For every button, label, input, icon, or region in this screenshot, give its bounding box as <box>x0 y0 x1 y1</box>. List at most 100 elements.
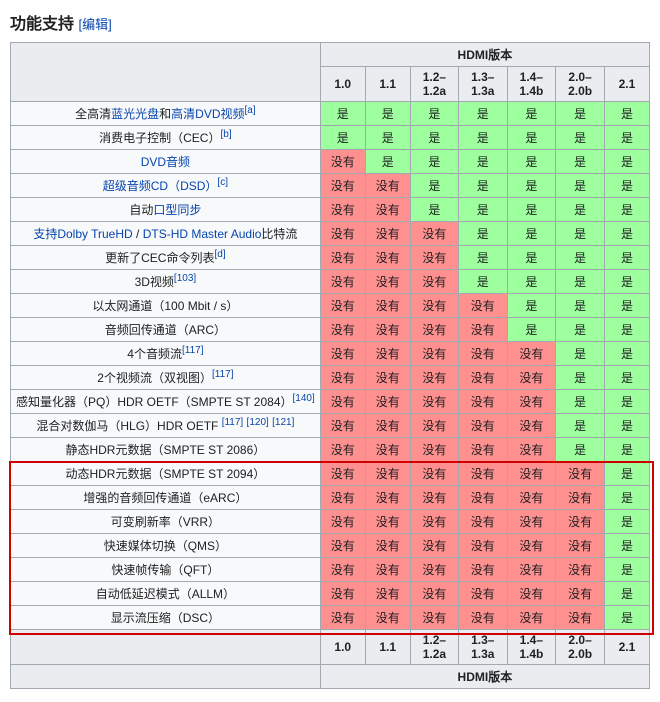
no-cell: 没有 <box>365 558 410 582</box>
feature-support-table: HDMI版本 1.01.11.2–1.2a1.3–1.3a1.4–1.4b2.0… <box>10 42 650 689</box>
feature-label-cell: 自动口型同步 <box>11 198 321 222</box>
yes-cell: 是 <box>604 294 649 318</box>
no-cell: 没有 <box>459 414 507 438</box>
table-row: 混合对数伽马（HLG）HDR OETF [117] [120] [121] 没有… <box>11 414 650 438</box>
no-cell: 没有 <box>507 486 556 510</box>
feature-label-cell: 支持Dolby TrueHD / DTS-HD Master Audio比特流 <box>11 222 321 246</box>
no-cell: 没有 <box>320 174 365 198</box>
yes-cell: 是 <box>459 246 507 270</box>
no-cell: 没有 <box>365 486 410 510</box>
edit-link-text[interactable]: [编辑] <box>78 17 111 32</box>
feature-link[interactable]: DTS-HD Master Audio <box>143 227 262 241</box>
no-cell: 没有 <box>365 222 410 246</box>
no-cell: 没有 <box>410 222 458 246</box>
table-row: 2个视频流（双视图）[117] 没有没有没有没有没有是是 <box>11 366 650 390</box>
no-cell: 没有 <box>459 462 507 486</box>
no-cell: 没有 <box>365 582 410 606</box>
no-cell: 没有 <box>320 510 365 534</box>
table-row: 自动口型同步没有没有是是是是是 <box>11 198 650 222</box>
yes-cell: 是 <box>556 126 605 150</box>
yes-cell: 是 <box>604 102 649 126</box>
feature-label-cell: 动态HDR元数据（SMPTE ST 2094） <box>11 462 321 486</box>
version-header: 1.1 <box>365 67 410 102</box>
no-cell: 没有 <box>320 222 365 246</box>
no-cell: 没有 <box>459 342 507 366</box>
yes-cell: 是 <box>410 174 458 198</box>
yes-cell: 是 <box>507 174 556 198</box>
section-heading: 功能支持 [编辑] <box>10 10 650 34</box>
reference-link[interactable]: [120] <box>247 417 269 428</box>
reference-link[interactable]: [121] <box>272 417 294 428</box>
no-cell: 没有 <box>410 510 458 534</box>
yes-cell: 是 <box>556 438 605 462</box>
no-cell: 没有 <box>320 366 365 390</box>
reference-link[interactable]: [140] <box>293 393 315 404</box>
feature-link[interactable]: 支持Dolby TrueHD <box>33 227 132 241</box>
no-cell: 没有 <box>410 342 458 366</box>
no-cell: 没有 <box>365 462 410 486</box>
yes-cell: 是 <box>507 198 556 222</box>
no-cell: 没有 <box>459 582 507 606</box>
feature-label-cell: 全高清蓝光光盘和高清DVD视频[a] <box>11 102 321 126</box>
no-cell: 没有 <box>459 366 507 390</box>
reference-link[interactable]: [a] <box>245 105 256 116</box>
feature-link[interactable]: DVD音频 <box>141 155 190 169</box>
reference-link[interactable]: [c] <box>217 177 228 188</box>
yes-cell: 是 <box>556 270 605 294</box>
heading-text: 功能支持 <box>10 16 74 33</box>
table-row: 静态HDR元数据（SMPTE ST 2086）没有没有没有没有没有是是 <box>11 438 650 462</box>
feature-link[interactable]: 蓝光光盘 <box>111 107 159 121</box>
feature-label-cell: 可变刷新率（VRR） <box>11 510 321 534</box>
no-cell: 没有 <box>507 414 556 438</box>
feature-label-cell: 快速媒体切换（QMS） <box>11 534 321 558</box>
no-cell: 没有 <box>410 486 458 510</box>
yes-cell: 是 <box>604 198 649 222</box>
no-cell: 没有 <box>556 534 605 558</box>
corner-header <box>11 43 321 102</box>
no-cell: 没有 <box>320 462 365 486</box>
edit-link[interactable]: [编辑] <box>78 17 111 32</box>
version-footer: 1.3–1.3a <box>459 630 507 665</box>
no-cell: 没有 <box>320 534 365 558</box>
yes-cell: 是 <box>459 126 507 150</box>
feature-link[interactable]: 超级音频CD（DSD） <box>103 179 218 193</box>
no-cell: 没有 <box>365 366 410 390</box>
reference-link[interactable]: [b] <box>220 129 231 140</box>
no-cell: 没有 <box>410 606 458 630</box>
reference-link[interactable]: [117] <box>222 417 244 428</box>
feature-link[interactable]: 高清DVD视频 <box>171 107 244 121</box>
no-cell: 没有 <box>459 390 507 414</box>
reference-link[interactable]: [d] <box>214 249 225 260</box>
table-wrap: HDMI版本 1.01.11.2–1.2a1.3–1.3a1.4–1.4b2.0… <box>10 42 650 689</box>
reference-link[interactable]: [117] <box>182 345 204 356</box>
no-cell: 没有 <box>320 342 365 366</box>
no-cell: 没有 <box>320 414 365 438</box>
yes-cell: 是 <box>604 270 649 294</box>
version-footer: 2.1 <box>604 630 649 665</box>
no-cell: 没有 <box>507 342 556 366</box>
yes-cell: 是 <box>320 126 365 150</box>
reference-link[interactable]: [117] <box>212 369 234 380</box>
no-cell: 没有 <box>410 318 458 342</box>
feature-label-cell: 4个音频流[117] <box>11 342 321 366</box>
feature-label-cell: 音频回传通道（ARC） <box>11 318 321 342</box>
table-row: 4个音频流[117] 没有没有没有没有没有是是 <box>11 342 650 366</box>
table-row: 超级音频CD（DSD）[c] 没有没有是是是是是 <box>11 174 650 198</box>
yes-cell: 是 <box>604 414 649 438</box>
yes-cell: 是 <box>556 198 605 222</box>
no-cell: 没有 <box>507 558 556 582</box>
version-header: 1.0 <box>320 67 365 102</box>
reference-link[interactable]: [103] <box>174 273 196 284</box>
no-cell: 没有 <box>507 390 556 414</box>
table-row: 显示流压缩（DSC）没有没有没有没有没有没有是 <box>11 606 650 630</box>
yes-cell: 是 <box>410 198 458 222</box>
yes-cell: 是 <box>604 510 649 534</box>
yes-cell: 是 <box>556 222 605 246</box>
table-row: 消费电子控制（CEC）[b] 是是是是是是是 <box>11 126 650 150</box>
feature-link[interactable]: 口型同步 <box>153 203 201 217</box>
no-cell: 没有 <box>320 486 365 510</box>
feature-label-cell: 超级音频CD（DSD）[c] <box>11 174 321 198</box>
no-cell: 没有 <box>365 414 410 438</box>
feature-label-cell: 自动低延迟模式（ALLM） <box>11 582 321 606</box>
yes-cell: 是 <box>604 366 649 390</box>
